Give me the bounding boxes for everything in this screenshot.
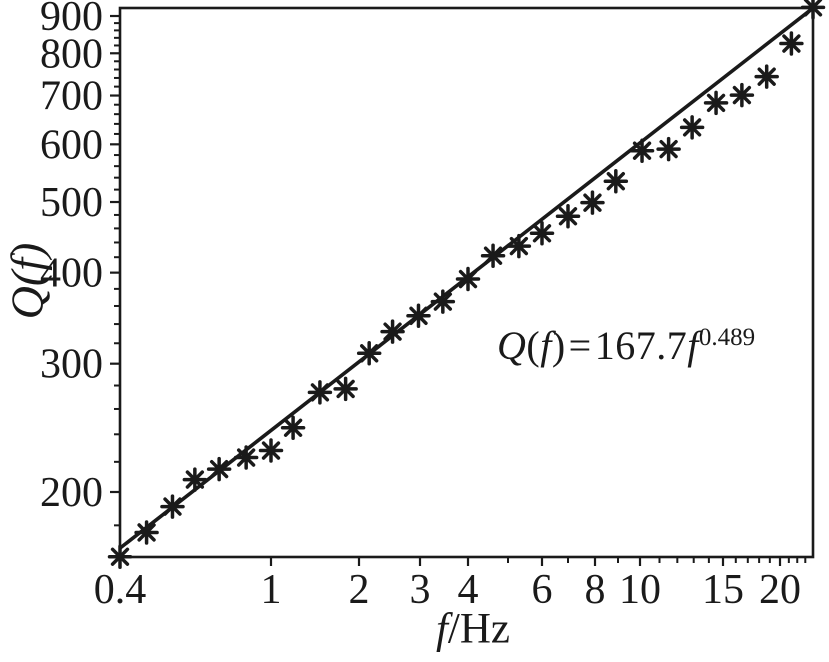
equation-segment: = [568, 323, 592, 368]
data-point-marker [333, 376, 358, 402]
data-point-marker [160, 494, 185, 519]
data-point-marker [134, 520, 159, 545]
marker-spoke [483, 246, 503, 265]
data-point-marker [506, 233, 532, 259]
x-tick-label: 15 [702, 567, 744, 613]
marker-spoke [360, 344, 379, 363]
marker-spoke [659, 139, 678, 159]
data-point-marker [754, 64, 779, 89]
data-point-marker [307, 380, 333, 405]
marker-spoke [706, 93, 726, 113]
marker-spoke [383, 322, 402, 341]
marker-spoke [583, 193, 602, 212]
equation-segment: 167.7 [594, 323, 688, 368]
y-tick-label: 400 [40, 251, 103, 297]
data-point-marker [703, 90, 729, 116]
equation-segment: f [687, 323, 699, 368]
x-axis-label-unit: /Hz [447, 605, 511, 653]
y-tick-label: 300 [40, 342, 103, 388]
marker-spoke [632, 141, 652, 160]
data-point-marker [280, 415, 306, 441]
y-tick-label: 700 [40, 74, 103, 120]
marker-spoke [458, 269, 478, 289]
y-tick-label: 900 [40, 0, 103, 40]
y-axis-label: Q(f) [1, 242, 53, 320]
marker-spoke [558, 207, 578, 226]
marker-spoke [209, 459, 229, 479]
x-tick-label: 2 [349, 567, 370, 613]
x-axis-label: f/Hz [436, 605, 510, 654]
marker-spoke [757, 67, 776, 86]
data-point-marker [356, 341, 382, 366]
data-point-marker [206, 456, 232, 482]
marker-spoke [409, 306, 428, 325]
y-tick-label: 800 [40, 31, 103, 77]
marker-spoke [310, 383, 330, 402]
marker-spoke [433, 292, 453, 311]
marker-spoke [185, 470, 205, 489]
data-point-marker [603, 168, 629, 194]
data-point-marker [233, 445, 259, 470]
marker-spoke [137, 523, 156, 542]
x-tick-label: 20 [759, 567, 801, 613]
marker-spoke [336, 379, 355, 399]
x-tick-label: 6 [532, 567, 553, 613]
data-point-marker [629, 138, 655, 163]
equation-segment: ( [526, 323, 541, 368]
data-point-marker [480, 243, 506, 268]
data-point-marker [107, 544, 133, 569]
equation-annotation: Q(f)=167.7f0.489 [497, 322, 755, 369]
marker-spoke [532, 224, 552, 243]
data-point-marker [729, 82, 755, 108]
data-point-marker [555, 204, 581, 229]
marker-spoke [236, 448, 256, 467]
data-point-marker [182, 467, 208, 492]
marker-spoke [803, 0, 823, 17]
x-tick-label: 8 [585, 567, 606, 613]
y-tick-label: 600 [40, 122, 103, 168]
equation-segment: 0.489 [698, 324, 756, 352]
data-point-marker [258, 438, 284, 463]
x-tick-label: 0.4 [94, 567, 147, 613]
data-point-marker [800, 0, 826, 20]
x-tick-label: 3 [410, 567, 431, 613]
marker-spoke [509, 236, 529, 256]
marker-spoke [283, 418, 303, 437]
data-point-marker [406, 303, 431, 329]
marker-spoke [110, 547, 130, 566]
marker-spoke [606, 172, 625, 191]
plot-border [118, 6, 815, 559]
x-tick-label: 4 [458, 567, 479, 613]
equation-segment: f [540, 323, 552, 368]
x-tick-label: 1 [261, 567, 282, 613]
data-point-marker [529, 221, 555, 246]
data-point-marker [430, 289, 456, 314]
data-point-marker [380, 319, 405, 344]
marker-spoke [261, 441, 281, 460]
equation-segment: Q [497, 323, 527, 368]
data-point-marker [779, 31, 804, 56]
marker-spoke [732, 85, 752, 105]
x-axis-label-symbol: f [435, 605, 448, 653]
x-tick-label: 10 [619, 567, 661, 613]
data-point-marker [656, 136, 681, 162]
y-tick-label: 500 [40, 180, 103, 226]
marker-spoke [682, 118, 702, 137]
y-tick-label: 200 [40, 470, 103, 516]
marker-spoke [782, 34, 801, 53]
data-point-marker [455, 266, 481, 292]
marker-spoke [163, 497, 182, 516]
data-point-marker [679, 115, 705, 140]
data-point-marker [580, 190, 605, 215]
equation-segment: ) [551, 323, 566, 368]
